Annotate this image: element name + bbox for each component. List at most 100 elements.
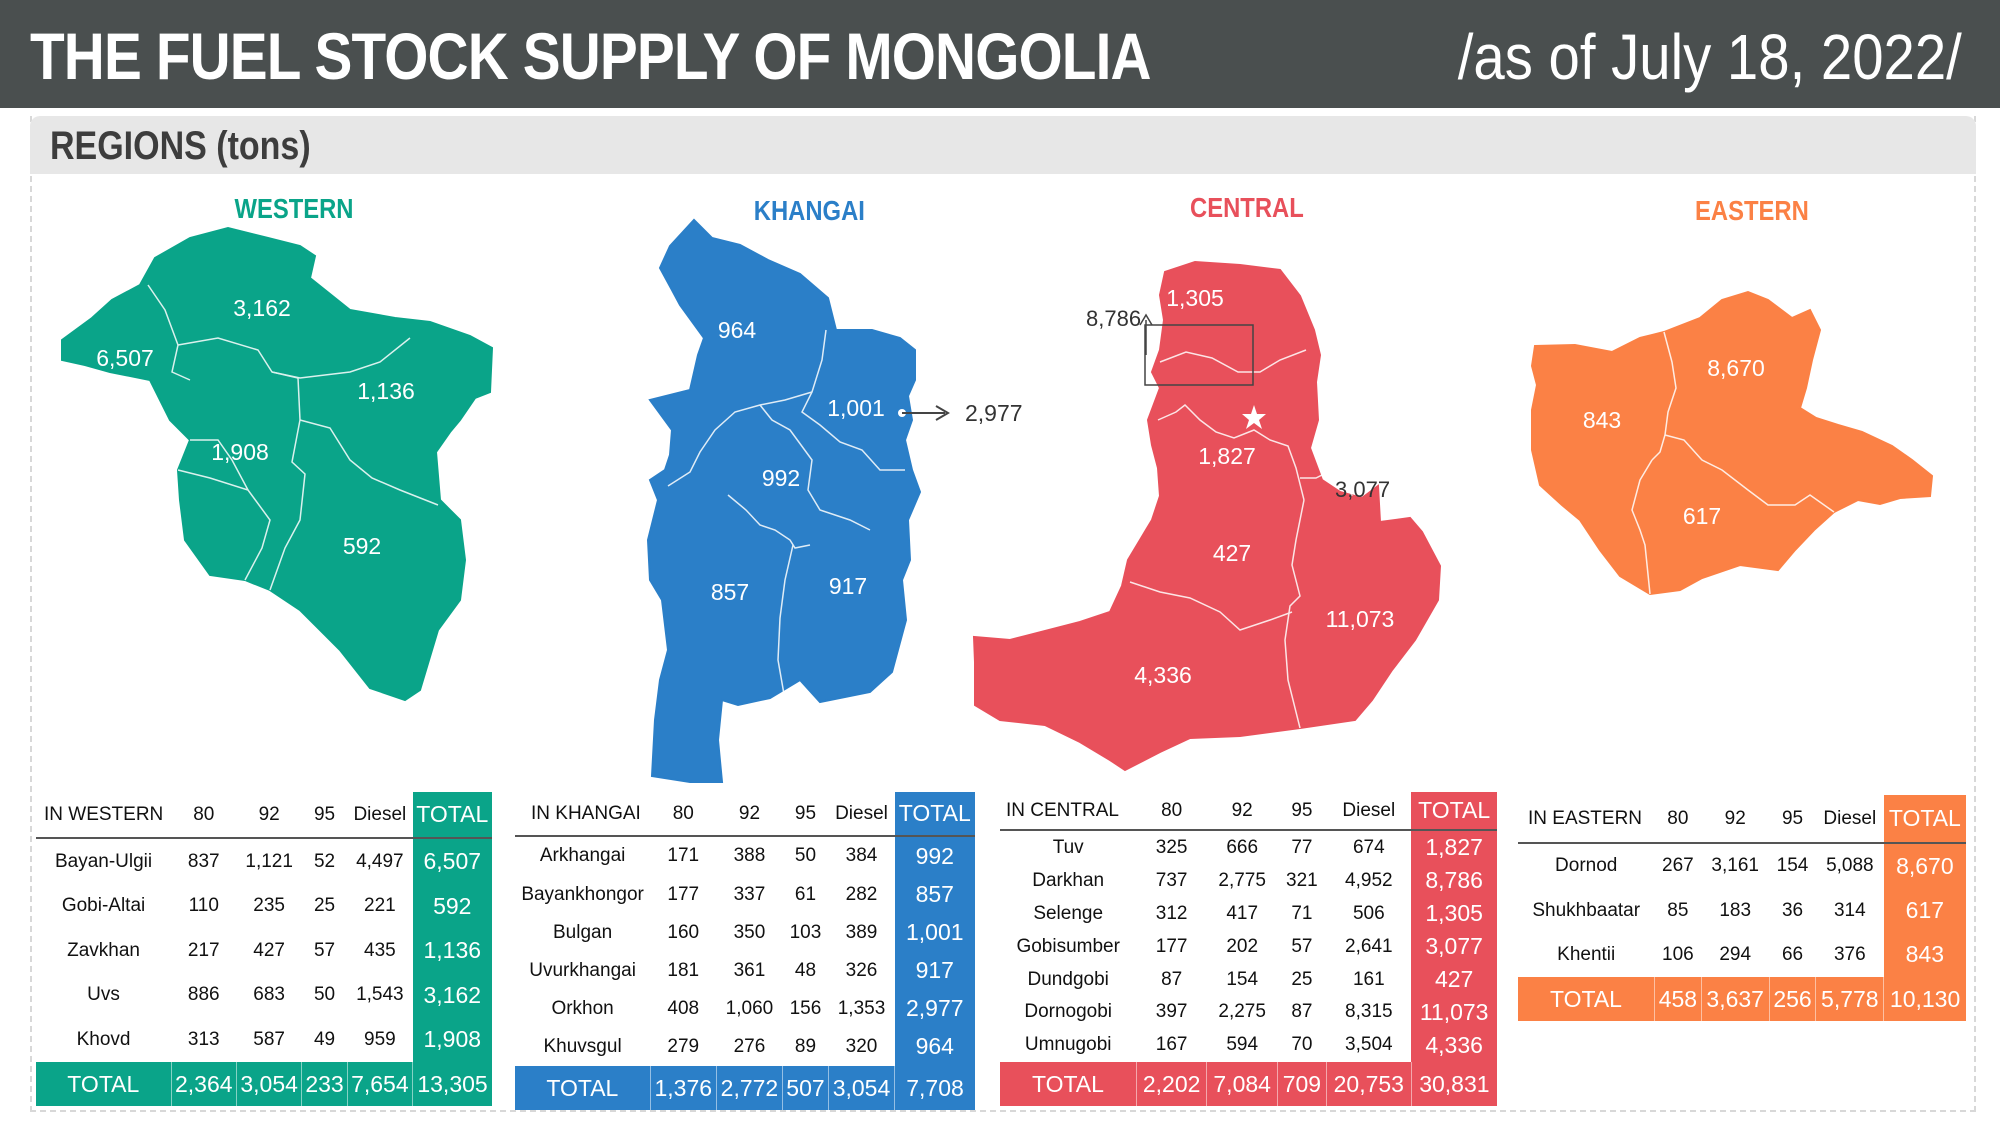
table-header: IN EASTERN — [1518, 795, 1655, 844]
khangai-table: IN KHANGAI 80 92 95 Diesel TOTAL Arkhang… — [515, 792, 975, 1110]
table-row: Tuv 325 666 77 674 1,827 — [1000, 830, 1497, 865]
table-header: 80 — [1654, 795, 1702, 844]
table-cell: 408 — [667, 997, 700, 1019]
row-label: Bayan-Ulgii — [54, 850, 153, 872]
row-label: Shukhbaatar — [1532, 899, 1641, 921]
khangai-map-value: 917 — [829, 573, 867, 599]
khangai-map-value: 1,001 — [827, 395, 885, 421]
row-label: Dornod — [1555, 855, 1618, 877]
row-total-cell: 992 — [894, 836, 975, 876]
table-cell: 217 — [187, 939, 220, 961]
central-map-value: 11,073 — [1326, 606, 1395, 632]
table-header: 92 — [236, 792, 302, 839]
table-cell: 50 — [313, 984, 336, 1006]
table-header: Diesel — [1326, 792, 1412, 831]
row-total-cell: 1,908 — [412, 1017, 492, 1062]
row-total-cell: 4,336 — [1411, 1028, 1497, 1062]
table-cell: 66 — [1781, 943, 1804, 965]
khangai-table-body: Arkhangai 171 388 50 384 992 Bayankhongor 177 33… — [515, 836, 975, 1110]
table-cell: 8,315 — [1345, 1001, 1393, 1023]
total-cell: 13,305 — [412, 1062, 492, 1106]
table-cell: 2,641 — [1345, 935, 1393, 957]
row-label: Darkhan — [1032, 869, 1105, 891]
table-cell: 1,121 — [245, 850, 293, 872]
table-header: 95 — [301, 792, 348, 839]
table-cell: 3,161 — [1711, 855, 1759, 877]
row-total-cell: 1,001 — [894, 913, 975, 952]
western-map-value: 592 — [343, 533, 381, 559]
table-cell: 4,497 — [356, 850, 404, 872]
table-cell: 886 — [187, 984, 220, 1006]
table-cell: 154 — [1226, 968, 1259, 990]
table-header: Diesel — [1815, 795, 1884, 844]
central-inset-arrowhead — [1139, 313, 1153, 326]
central-region-map: 8,786 1,305 1,827 427 11,073 4,336 3,077 — [972, 260, 1442, 772]
row-label: Arkhangai — [539, 845, 626, 867]
eastern-table: IN EASTERN 80 92 95 Diesel TOTAL Dornod 2… — [1518, 795, 1966, 1021]
table-row: Bulgan 160 350 103 389 1,001 — [515, 913, 975, 952]
central-table-body: Tuv 325 666 77 674 1,827 Darkhan 737 2,775 321 4,9… — [1000, 830, 1497, 1106]
region-label-western: WESTERN — [234, 193, 354, 224]
row-label: Gobisumber — [1016, 935, 1120, 957]
table-row: Shukhbaatar 85 183 36 314 617 — [1518, 888, 1966, 933]
table-cell: 325 — [1155, 836, 1188, 858]
table-total-row: TOTAL 1,376 2,772 507 3,054 7,708 — [515, 1066, 975, 1110]
western-map-value: 6,507 — [96, 345, 154, 371]
table-cell: 389 — [845, 921, 878, 943]
table-cell: 337 — [733, 883, 766, 905]
table-cell: 361 — [733, 959, 766, 981]
table-cell: 594 — [1226, 1034, 1259, 1056]
table-header: Diesel — [347, 792, 413, 839]
table-cell: 2,275 — [1218, 1001, 1266, 1023]
table-cell: 183 — [1719, 899, 1752, 921]
table-cell: 87 — [1291, 1001, 1313, 1023]
row-total-cell: 964 — [894, 1027, 975, 1066]
central-map-value: 427 — [1213, 540, 1251, 566]
section-title: REGIONS (tons) — [50, 124, 311, 168]
eastern-map-value: 8,670 — [1707, 355, 1765, 381]
central-map-value: 8,786 — [1086, 306, 1141, 331]
row-label: Dornogobi — [1024, 1001, 1113, 1023]
total-cell: 7,654 — [346, 1062, 413, 1106]
table-cell: 161 — [1352, 968, 1385, 990]
table-header: IN KHANGAI — [515, 792, 651, 837]
table-row: Dornod 267 3,161 154 5,088 8,670 — [1518, 843, 1966, 889]
row-total-cell: 8,786 — [1411, 864, 1497, 898]
table-cell: 57 — [313, 939, 336, 961]
table-cell: 683 — [253, 984, 285, 1006]
total-cell: 20,753 — [1325, 1062, 1412, 1106]
total-cell: 2,772 — [715, 1066, 783, 1110]
table-row: Bayankhongor 177 337 61 282 857 — [515, 875, 975, 914]
table-header: 95 — [782, 792, 829, 837]
total-cell: 458 — [1653, 977, 1702, 1021]
table-row: Khovd 313 587 49 959 1,908 — [36, 1017, 492, 1062]
table-cell: 171 — [667, 845, 700, 867]
table-header-total: TOTAL — [412, 792, 492, 839]
total-cell: 233 — [301, 1062, 348, 1106]
row-label: Khuvsgul — [543, 1035, 622, 1057]
table-cell: 25 — [1291, 968, 1313, 990]
total-cell: 30,831 — [1410, 1062, 1497, 1106]
western-map-value: 3,162 — [233, 295, 291, 321]
table-cell: 110 — [188, 895, 219, 917]
table-cell: 4,952 — [1345, 869, 1393, 891]
table-row: Gobisumber 177 202 57 2,641 3,077 — [1000, 930, 1497, 964]
table-cell: 314 — [1833, 899, 1866, 921]
total-label: TOTAL — [67, 1070, 140, 1097]
total-label: TOTAL — [1549, 985, 1622, 1012]
central-table: IN CENTRAL 80 92 95 Diesel TOTAL Tuv 325 6… — [1000, 792, 1497, 1106]
central-inset-box — [1144, 324, 1254, 386]
western-map-value: 1,136 — [357, 378, 415, 404]
table-cell: 57 — [1291, 935, 1313, 957]
table-cell: 160 — [667, 921, 700, 943]
table-header: 92 — [1701, 795, 1770, 844]
table-row: Umnugobi 167 594 70 3,504 4,336 — [1000, 1028, 1497, 1062]
table-row: Gobi-Altai 110 235 25 221 592 — [36, 884, 492, 929]
row-total-cell: 6,507 — [412, 838, 492, 885]
row-total-cell: 8,670 — [1883, 843, 1966, 889]
table-cell: 50 — [794, 845, 817, 867]
row-total-cell: 857 — [894, 875, 975, 914]
region-label-central: CENTRAL — [1190, 192, 1304, 223]
table-cell: 48 — [794, 959, 817, 981]
